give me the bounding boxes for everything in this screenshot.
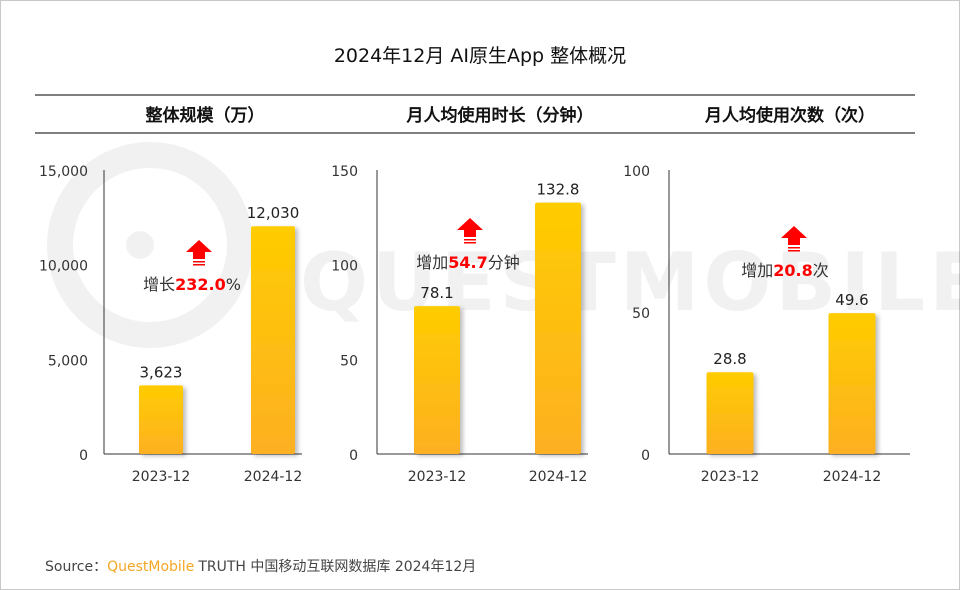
y-tick-label: 100 (331, 259, 358, 275)
x-tick-label: 2024-12 (529, 469, 588, 485)
y-tick-label: 150 (331, 164, 358, 180)
bar-value-label: 12,030 (247, 204, 300, 222)
source-text: TRUTH 中国移动互联网数据库 2024年12月 (197, 559, 476, 575)
chart-title: 2024年12月 AI原生App 整体概况 (334, 45, 626, 67)
watermark-logo: QUESTMOBILE (47, 142, 960, 348)
growth-prefix: 增加 (416, 253, 448, 272)
bar-2023-12 (139, 385, 183, 454)
y-tick-label: 0 (79, 448, 88, 464)
growth-value: 20.8 (773, 261, 812, 280)
growth-value: 54.7 (448, 253, 487, 272)
up-arrow-icon (186, 240, 212, 266)
bar-value-label: 49.6 (835, 291, 868, 309)
growth-value: 232.0 (175, 275, 226, 294)
x-tick-label: 2024-12 (244, 469, 303, 485)
x-tick-label: 2023-12 (408, 469, 467, 485)
growth-suffix: 次 (813, 261, 829, 280)
panel-title: 整体规模（万） (146, 105, 265, 126)
y-tick-label: 15,000 (39, 164, 88, 180)
up-arrow-icon (781, 226, 807, 252)
growth-prefix: 增长 (143, 275, 175, 294)
source-label: Source： (45, 559, 107, 575)
bar-2024-12 (535, 202, 581, 454)
growth-annotation: 增加54.7分钟 (416, 253, 520, 272)
y-tick-label: 100 (623, 164, 650, 180)
bar-value-label: 3,623 (140, 363, 183, 381)
bar-value-label: 78.1 (420, 284, 453, 302)
bar-2024-12 (251, 226, 295, 454)
y-tick-label: 50 (632, 306, 650, 322)
growth-suffix: 分钟 (488, 253, 520, 272)
bar-2024-12 (828, 313, 876, 454)
bar-value-label: 132.8 (537, 181, 580, 199)
y-tick-label: 0 (641, 448, 650, 464)
up-arrow-icon (457, 218, 483, 244)
panel-2: 月人均使用时长（分钟） 0 50 100 150 78.1 2023-12 132.8 2024… (331, 105, 593, 485)
growth-prefix: 增加 (741, 261, 773, 280)
growth-annotation: 增加20.8次 (741, 261, 829, 280)
panel-1: 整体规模（万） 0 5,000 10,000 15,000 3,623 2023-12 12,… (39, 105, 302, 485)
x-tick-label: 2024-12 (823, 469, 882, 485)
y-tick-label: 50 (340, 353, 358, 369)
panel-3: 月人均使用次数（次） 0 50 100 28.8 2023-12 49.6 2024-12 增加… (623, 105, 910, 485)
panel-title: 月人均使用次数（次） (704, 105, 875, 126)
bar-2023-12 (414, 306, 460, 454)
bar-2023-12 (706, 372, 754, 454)
growth-suffix: % (226, 275, 241, 294)
x-tick-label: 2023-12 (132, 469, 191, 485)
source-brand: QuestMobile (107, 559, 194, 575)
y-tick-label: 0 (349, 448, 358, 464)
growth-annotation: 增长232.0% (143, 275, 241, 294)
bar-value-label: 28.8 (713, 350, 746, 368)
source-note: Source：QuestMobile TRUTH 中国移动互联网数据库 2024年… (45, 559, 476, 575)
y-tick-label: 10,000 (39, 259, 88, 275)
panel-title: 月人均使用时长（分钟） (406, 105, 594, 126)
x-tick-label: 2023-12 (701, 469, 760, 485)
y-tick-label: 5,000 (48, 353, 88, 369)
